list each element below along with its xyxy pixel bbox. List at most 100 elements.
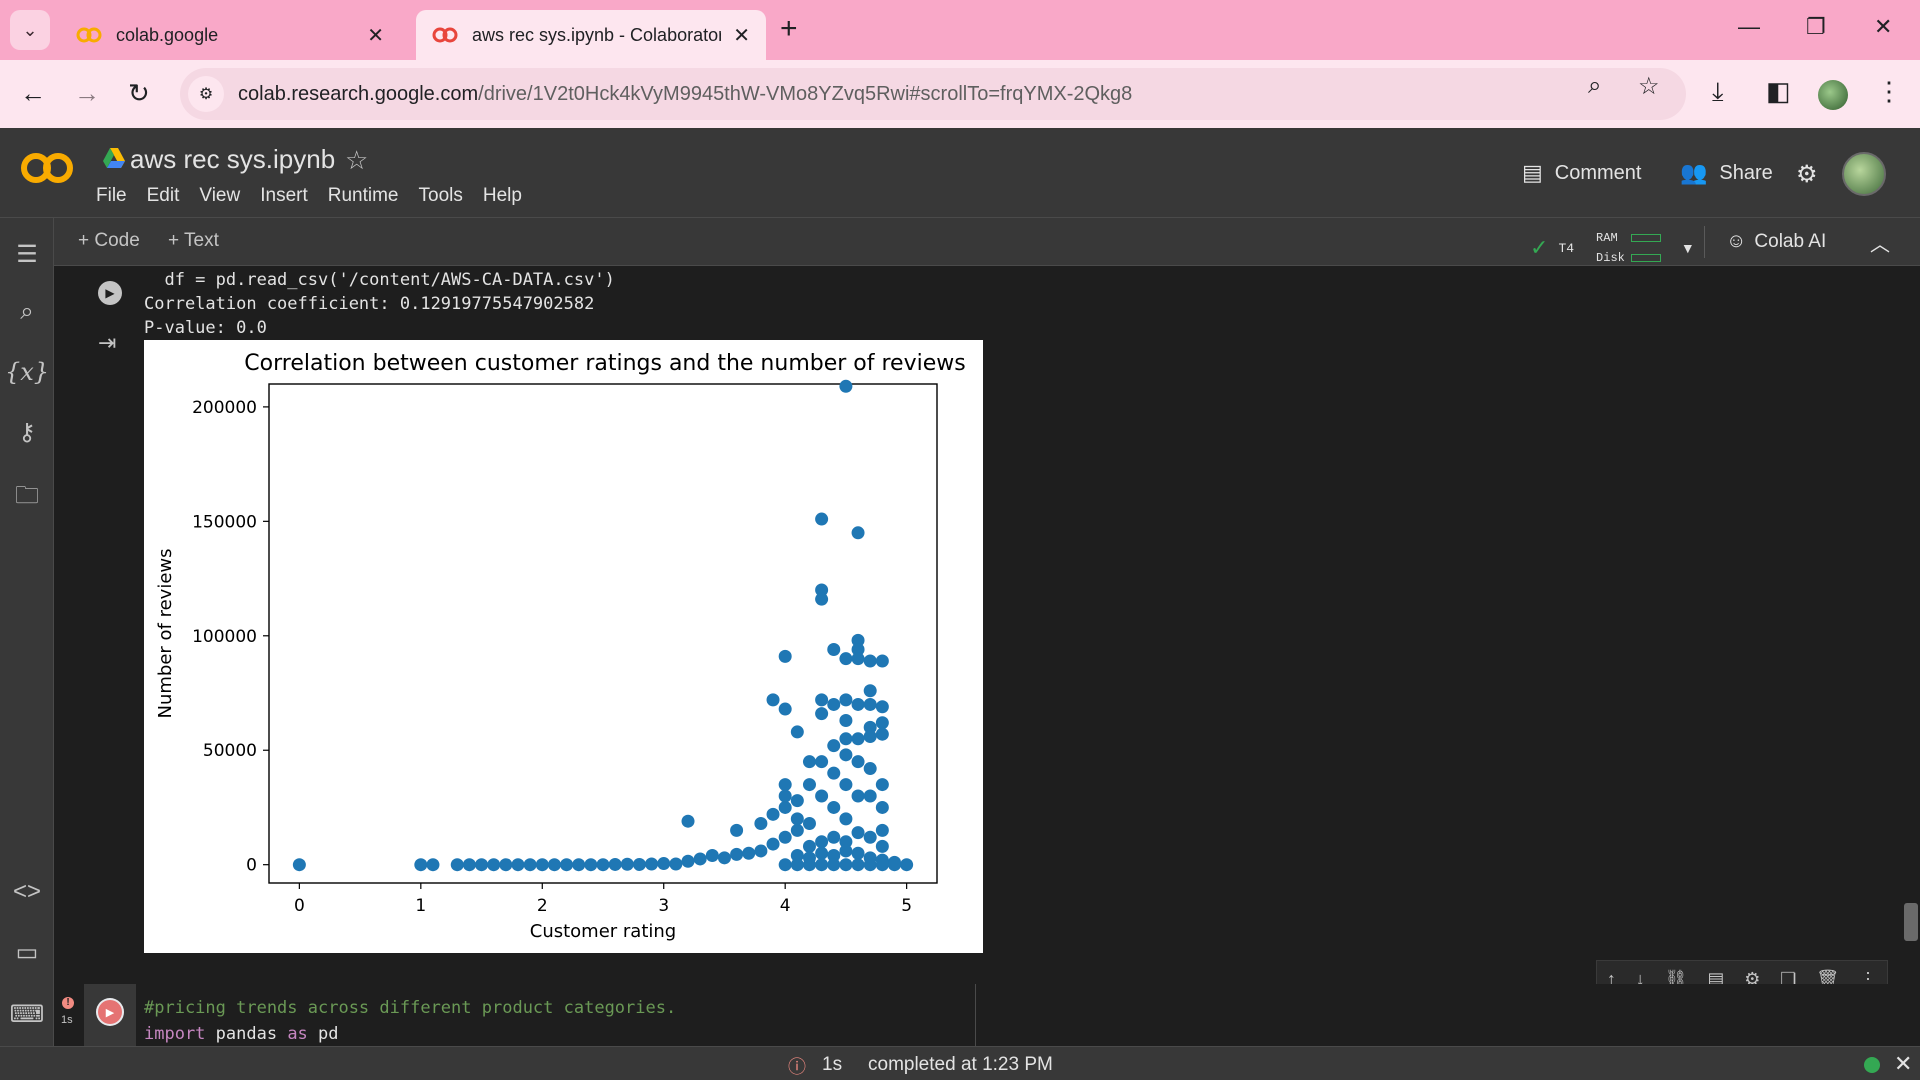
x-tick-label: 5: [901, 896, 912, 916]
data-point: [717, 851, 731, 865]
run-cell-button[interactable]: ▶: [98, 281, 122, 305]
data-point: [839, 713, 853, 727]
restore-icon[interactable]: ❐: [1806, 14, 1826, 39]
code-editor[interactable]: #pricing trends across different product…: [136, 984, 976, 1046]
data-point: [851, 643, 865, 657]
zoom-icon[interactable]: ⌕: [1588, 72, 1602, 99]
back-icon[interactable]: ←: [20, 78, 46, 108]
code-line[interactable]: df = pd.read_csv('/content/AWS-CA-DATA.c…: [144, 270, 615, 290]
terminal-icon[interactable]: ⌨: [9, 1001, 45, 1028]
menu-help[interactable]: Help: [482, 185, 522, 206]
bookmark-star-icon[interactable]: ☆: [1638, 73, 1660, 100]
data-point: [802, 816, 816, 830]
output-actions-icon[interactable]: ⇥: [98, 330, 117, 355]
runtime-status[interactable]: ✓ T4 RAM Disk ▼: [1530, 228, 1695, 268]
code-comment: #pricing trends across different product…: [144, 998, 677, 1018]
people-icon: 👥: [1680, 160, 1708, 185]
data-point: [535, 858, 549, 872]
chevron-up-icon[interactable]: ︿: [1870, 234, 1890, 256]
data-point: [669, 857, 683, 871]
close-window-icon[interactable]: ✕: [1874, 14, 1893, 39]
data-point: [475, 858, 489, 872]
data-point: [827, 766, 841, 780]
reload-icon[interactable]: ↻: [128, 78, 150, 108]
comment-icon: ▤: [1522, 160, 1543, 185]
more-icon[interactable]: ⋮: [1858, 968, 1877, 989]
new-tab-icon[interactable]: +: [780, 12, 798, 45]
data-point: [815, 846, 829, 860]
menu-tools[interactable]: Tools: [418, 185, 463, 206]
browser-tab-notebook[interactable]: aws rec sys.ipynb - Colaboratory ✕: [416, 10, 766, 60]
comment-icon[interactable]: ▤: [1707, 968, 1725, 989]
link-icon[interactable]: ⛓: [1664, 968, 1688, 989]
error-icon[interactable]: ⓘ: [788, 1057, 806, 1077]
close-status-icon[interactable]: ✕: [1894, 1051, 1913, 1076]
tab-search-button[interactable]: ⌄: [10, 10, 50, 50]
notebook-title[interactable]: aws rec sys.ipynb: [130, 144, 336, 174]
data-point: [778, 858, 792, 872]
run-cell-button[interactable]: ▶: [96, 998, 124, 1026]
output-correlation: Correlation coefficient: 0.1291977554790…: [144, 294, 595, 314]
delete-icon[interactable]: 🗑: [1816, 968, 1840, 989]
data-point: [839, 732, 853, 746]
user-avatar[interactable]: [1842, 152, 1886, 196]
table-of-contents-icon[interactable]: ☰: [16, 241, 38, 268]
address-bar[interactable]: ⚙ colab.research.google.com/drive/1V2t0H…: [180, 68, 1686, 120]
add-code-button[interactable]: + Code: [78, 230, 140, 251]
data-point: [596, 858, 610, 872]
data-point: [887, 858, 901, 872]
data-point: [875, 700, 889, 714]
data-point: [766, 837, 780, 851]
forward-icon[interactable]: →: [74, 78, 100, 108]
colab-logo-icon[interactable]: [18, 150, 76, 186]
variables-icon[interactable]: {x}: [4, 358, 50, 386]
side-panel-icon[interactable]: ◧: [1766, 76, 1791, 106]
menu-view[interactable]: View: [199, 185, 241, 206]
settings-gear-icon[interactable]: ⚙: [1796, 161, 1818, 188]
search-icon[interactable]: ⌕: [20, 298, 34, 325]
menu-file[interactable]: File: [96, 185, 127, 206]
x-tick-label: 0: [294, 896, 305, 916]
minimize-icon[interactable]: —: [1738, 14, 1760, 39]
menu-edit[interactable]: Edit: [146, 185, 180, 206]
data-point: [827, 849, 841, 863]
caret-down-icon[interactable]: ▼: [1680, 240, 1695, 256]
colab-ai-button[interactable]: ☺ Colab AI: [1726, 230, 1827, 252]
menu-runtime[interactable]: Runtime: [327, 185, 399, 206]
code-snippets-icon[interactable]: <>: [12, 878, 42, 905]
code-import: import pandas as pd: [144, 1024, 339, 1044]
data-point: [900, 858, 914, 872]
data-point: [863, 654, 877, 668]
more-menu-icon[interactable]: ⋮: [1876, 76, 1902, 106]
data-point: [863, 789, 877, 803]
move-down-icon[interactable]: ↓: [1635, 968, 1645, 989]
execution-time: 1s: [61, 1014, 73, 1026]
browser-tab-colab-google[interactable]: colab.google ✕: [60, 10, 400, 60]
add-text-button[interactable]: + Text: [168, 230, 219, 251]
data-point: [875, 727, 889, 741]
browser-profile-avatar[interactable]: [1818, 80, 1848, 110]
data-point: [778, 800, 792, 814]
key-icon[interactable]: ⚷: [18, 419, 36, 446]
download-icon[interactable]: ⤓: [1712, 76, 1724, 106]
gear-icon[interactable]: ⚙: [1744, 968, 1761, 989]
star-icon[interactable]: ☆: [345, 145, 369, 175]
close-tab-icon[interactable]: ✕: [733, 24, 750, 47]
site-settings-icon[interactable]: ⚙: [188, 76, 224, 112]
mirror-cell-icon[interactable]: ❏: [1780, 968, 1797, 989]
scrollbar-thumb[interactable]: [1904, 903, 1918, 941]
move-up-icon[interactable]: ↑: [1606, 968, 1616, 989]
data-point: [815, 755, 829, 769]
data-point: [863, 730, 877, 744]
data-point: [547, 858, 561, 872]
data-point: [778, 830, 792, 844]
data-point: [839, 652, 853, 666]
colab-header: aws rec sys.ipynb ☆ File Edit View Inser…: [0, 128, 1920, 218]
share-button[interactable]: 👥 Share: [1680, 160, 1773, 185]
menu-insert[interactable]: Insert: [260, 185, 308, 206]
folder-icon[interactable]: 🗀: [15, 482, 39, 509]
data-point: [851, 732, 865, 746]
comment-button[interactable]: ▤ Comment: [1522, 160, 1642, 185]
command-palette-icon[interactable]: ▭: [15, 939, 39, 966]
close-tab-icon[interactable]: ✕: [367, 24, 384, 47]
